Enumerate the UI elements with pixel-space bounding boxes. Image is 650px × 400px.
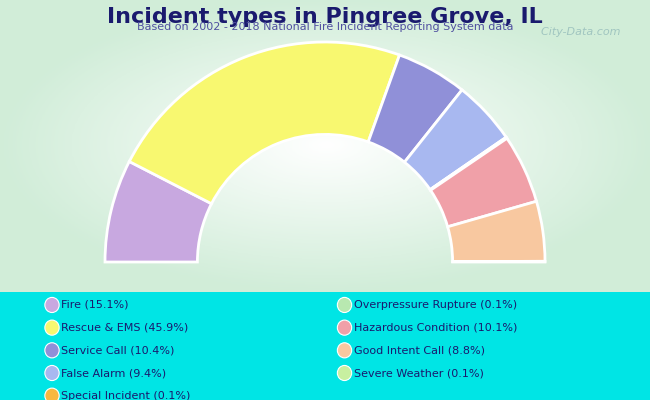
Text: Overpressure Rupture (0.1%): Overpressure Rupture (0.1%) xyxy=(354,300,517,310)
Text: Good Intent Call (8.8%): Good Intent Call (8.8%) xyxy=(354,345,485,355)
Ellipse shape xyxy=(337,343,352,358)
Text: False Alarm (9.4%): False Alarm (9.4%) xyxy=(61,368,166,378)
Wedge shape xyxy=(430,137,506,190)
Text: Special Incident (0.1%): Special Incident (0.1%) xyxy=(61,391,190,400)
Text: Hazardous Condition (10.1%): Hazardous Condition (10.1%) xyxy=(354,323,517,333)
Ellipse shape xyxy=(337,320,352,335)
Text: Incident types in Pingree Grove, IL: Incident types in Pingree Grove, IL xyxy=(107,7,543,27)
Wedge shape xyxy=(368,55,462,162)
Wedge shape xyxy=(448,201,545,262)
Ellipse shape xyxy=(337,366,352,380)
Text: City-Data.com: City-Data.com xyxy=(534,27,620,37)
Wedge shape xyxy=(452,261,545,262)
Ellipse shape xyxy=(45,366,59,380)
Text: Service Call (10.4%): Service Call (10.4%) xyxy=(61,345,175,355)
Text: Rescue & EMS (45.9%): Rescue & EMS (45.9%) xyxy=(61,323,188,333)
Ellipse shape xyxy=(45,388,59,400)
Text: Severe Weather (0.1%): Severe Weather (0.1%) xyxy=(354,368,484,378)
Ellipse shape xyxy=(45,298,59,312)
Wedge shape xyxy=(430,138,507,190)
Text: Based on 2002 - 2018 National Fire Incident Reporting System data: Based on 2002 - 2018 National Fire Incid… xyxy=(136,22,514,32)
Ellipse shape xyxy=(337,298,352,312)
Wedge shape xyxy=(404,90,506,190)
Text: Fire (15.1%): Fire (15.1%) xyxy=(61,300,129,310)
Ellipse shape xyxy=(45,320,59,335)
Wedge shape xyxy=(105,162,211,262)
Wedge shape xyxy=(430,138,536,227)
Wedge shape xyxy=(129,42,400,204)
Ellipse shape xyxy=(45,343,59,358)
